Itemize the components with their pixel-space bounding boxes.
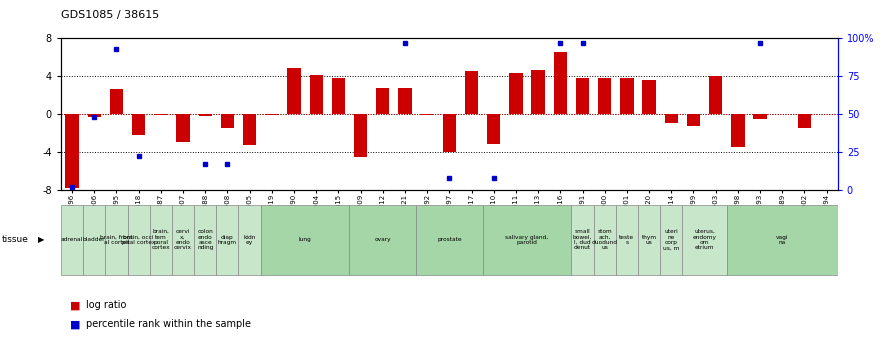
Bar bbox=[483, 205, 572, 275]
Text: colon
endo
asce
nding: colon endo asce nding bbox=[197, 229, 213, 250]
Bar bbox=[199, 114, 211, 116]
Text: log ratio: log ratio bbox=[86, 300, 126, 310]
Text: lung: lung bbox=[298, 237, 312, 242]
Text: thym
us: thym us bbox=[642, 235, 657, 245]
Bar bbox=[576, 78, 590, 114]
Text: small
bowel,
l, dud
denut: small bowel, l, dud denut bbox=[573, 229, 592, 250]
Bar bbox=[132, 114, 145, 135]
Bar bbox=[154, 114, 168, 115]
Bar bbox=[709, 76, 722, 114]
Bar bbox=[61, 205, 83, 275]
Bar bbox=[376, 88, 390, 114]
Text: percentile rank within the sample: percentile rank within the sample bbox=[86, 319, 251, 329]
Bar bbox=[194, 205, 216, 275]
Text: uterus,
endomy
om
etrium: uterus, endomy om etrium bbox=[693, 229, 717, 250]
Bar bbox=[443, 114, 456, 152]
Bar bbox=[727, 205, 838, 275]
Text: adrenal: adrenal bbox=[61, 237, 83, 242]
Bar bbox=[261, 205, 349, 275]
Bar bbox=[531, 70, 545, 114]
Bar bbox=[638, 205, 660, 275]
Bar bbox=[309, 75, 323, 114]
Bar bbox=[127, 205, 150, 275]
Bar bbox=[616, 205, 638, 275]
Bar bbox=[572, 205, 594, 275]
Bar bbox=[683, 205, 727, 275]
Text: GDS1085 / 38615: GDS1085 / 38615 bbox=[61, 10, 159, 20]
Text: ■: ■ bbox=[70, 319, 81, 329]
Bar bbox=[109, 89, 123, 114]
Bar bbox=[754, 114, 767, 119]
Text: brain,
tem
poral
cortex: brain, tem poral cortex bbox=[151, 229, 170, 250]
Bar bbox=[509, 73, 522, 114]
Bar bbox=[172, 205, 194, 275]
Bar bbox=[554, 52, 567, 114]
Bar bbox=[660, 205, 683, 275]
Text: ▶: ▶ bbox=[38, 235, 44, 244]
Bar bbox=[150, 205, 172, 275]
Bar bbox=[642, 80, 656, 114]
Text: cervi
x,
endo
cervix: cervi x, endo cervix bbox=[174, 229, 192, 250]
Bar bbox=[598, 78, 611, 114]
Text: brain, front
al cortex: brain, front al cortex bbox=[100, 235, 133, 245]
Bar bbox=[243, 114, 256, 145]
Bar bbox=[288, 68, 301, 114]
Bar bbox=[238, 205, 261, 275]
Text: teste
s: teste s bbox=[619, 235, 634, 245]
Text: stom
ach,
duodund
us: stom ach, duodund us bbox=[591, 229, 617, 250]
Bar bbox=[665, 114, 678, 123]
Bar bbox=[687, 114, 700, 126]
Bar bbox=[106, 205, 127, 275]
Bar bbox=[731, 114, 745, 147]
Bar bbox=[797, 114, 811, 128]
Text: ■: ■ bbox=[70, 300, 81, 310]
Text: bladder: bladder bbox=[83, 237, 106, 242]
Text: vagi
na: vagi na bbox=[776, 235, 788, 245]
Bar bbox=[65, 114, 79, 188]
Bar bbox=[332, 78, 345, 114]
Text: brain, occi
pital cortex: brain, occi pital cortex bbox=[122, 235, 155, 245]
Bar bbox=[594, 205, 616, 275]
Bar bbox=[354, 114, 367, 157]
Bar bbox=[88, 114, 101, 117]
Text: tissue: tissue bbox=[2, 235, 29, 244]
Bar bbox=[399, 88, 411, 114]
Bar bbox=[83, 205, 106, 275]
Text: uteri
ne
corp
us, m: uteri ne corp us, m bbox=[663, 229, 679, 250]
Bar bbox=[487, 114, 500, 144]
Bar bbox=[265, 114, 279, 115]
Text: salivary gland,
parotid: salivary gland, parotid bbox=[505, 235, 548, 245]
Text: kidn
ey: kidn ey bbox=[244, 235, 255, 245]
Bar bbox=[416, 205, 483, 275]
Bar bbox=[620, 78, 633, 114]
Text: diap
hragm: diap hragm bbox=[218, 235, 237, 245]
Bar bbox=[349, 205, 416, 275]
Text: prostate: prostate bbox=[437, 237, 461, 242]
Bar bbox=[216, 205, 238, 275]
Text: ovary: ovary bbox=[375, 237, 391, 242]
Bar bbox=[220, 114, 234, 128]
Bar bbox=[177, 114, 190, 142]
Bar bbox=[420, 114, 434, 115]
Bar bbox=[465, 71, 478, 114]
